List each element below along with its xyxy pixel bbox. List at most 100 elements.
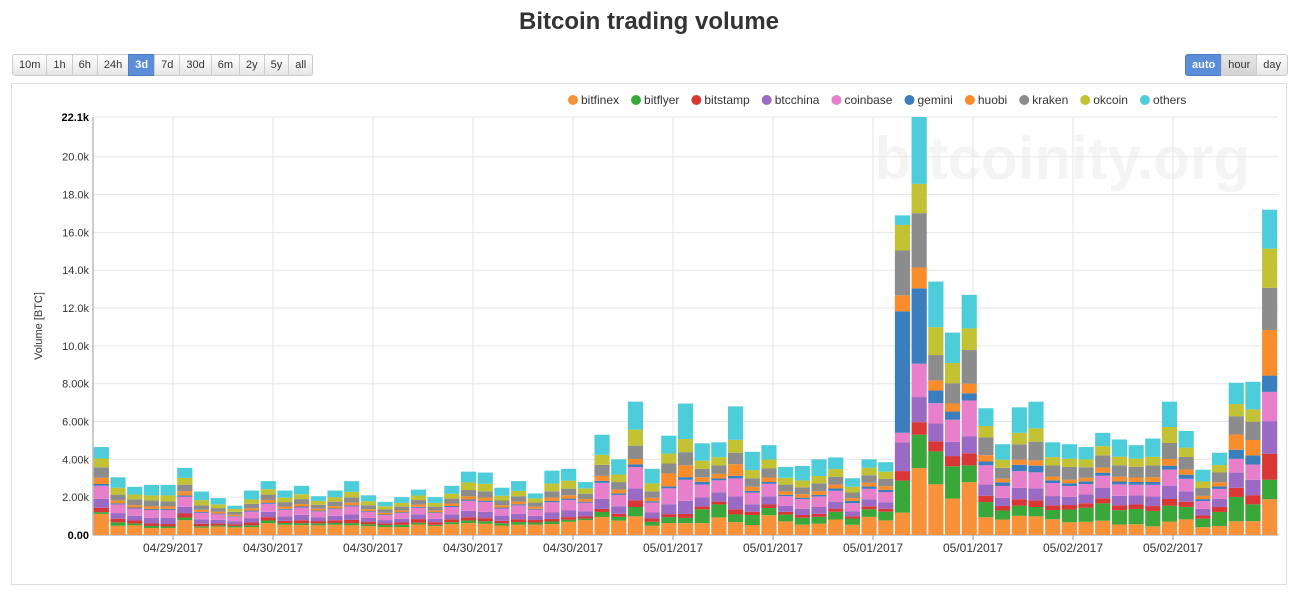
bar-segment-kraken [694, 468, 710, 478]
bar-segment-bitfinex [444, 524, 460, 535]
bar-segment-bitflyer [143, 525, 160, 528]
bar-segment-btcchina [277, 516, 293, 521]
bar-segment-others [1262, 209, 1278, 249]
bar-segment-coinbase [394, 513, 410, 519]
range-button-1h[interactable]: 1h [46, 54, 73, 76]
legend-item-btcchina[interactable]: btcchina [761, 93, 820, 107]
range-button-2y[interactable]: 2y [239, 54, 265, 76]
bar-stack [961, 294, 977, 535]
range-button-6h[interactable]: 6h [71, 54, 98, 76]
granularity-button-auto[interactable]: auto [1184, 54, 1223, 76]
bar-segment-coinbase [477, 501, 493, 512]
legend-marker [568, 95, 578, 105]
bar-segment-huobi [127, 505, 143, 508]
bar-segment-bitfinex [861, 516, 877, 535]
bar-segment-bitstamp [1228, 487, 1244, 497]
bar-segment-others [677, 403, 694, 440]
bar-segment-bitstamp [577, 516, 593, 519]
bar-segment-bitfinex [260, 523, 276, 535]
legend-item-kraken[interactable]: kraken [1019, 93, 1068, 107]
bar-segment-btcchina [444, 514, 460, 520]
legend-item-bitstamp[interactable]: bitstamp [691, 93, 750, 107]
x-tick-label: 04/30/2017 [243, 541, 303, 555]
bar-segment-kraken [160, 501, 176, 507]
range-button-3d[interactable]: 3d [128, 54, 156, 76]
bar-stack [344, 481, 360, 535]
bar-segment-okcoin [193, 500, 210, 506]
bar-stack [1178, 430, 1194, 535]
bar-segment-gemini [961, 393, 977, 401]
bar-segment-others [744, 451, 760, 471]
legend-item-others[interactable]: others [1139, 93, 1186, 107]
range-button-30d[interactable]: 30d [179, 54, 212, 76]
bar-segment-huobi [177, 491, 193, 496]
legend-item-gemini[interactable]: gemini [904, 93, 953, 107]
bar-segment-bitfinex [995, 519, 1011, 535]
bar-segment-kraken [1128, 466, 1144, 478]
bar-stack [577, 482, 593, 535]
bar-stack [1262, 209, 1278, 535]
bar-segment-gemini [377, 514, 393, 516]
range-button-6m[interactable]: 6m [210, 54, 240, 76]
legend-item-huobi[interactable]: huobi [964, 93, 1007, 107]
bar-segment-okcoin [1145, 456, 1161, 466]
legend-item-bitfinex[interactable]: bitfinex [568, 93, 619, 107]
legend-label: okcoin [1093, 93, 1128, 107]
y-tick-label: 2.00k [62, 492, 89, 504]
bar-segment-others [427, 497, 443, 503]
bar-segment-gemini [1245, 455, 1261, 465]
bar-segment-bitstamp [644, 518, 660, 522]
bar-stack [444, 485, 460, 535]
bar-stack [828, 457, 844, 535]
bar-segment-gemini [177, 495, 193, 497]
bar-segment-bitfinex [160, 527, 176, 535]
bar-segment-huobi [761, 477, 777, 482]
legend-item-coinbase[interactable]: coinbase [831, 93, 893, 107]
bar-segment-bitfinex [844, 524, 860, 535]
bar-stack [110, 477, 126, 535]
range-button-5y[interactable]: 5y [263, 54, 290, 76]
bar-segment-bitflyer [1195, 518, 1211, 528]
bar-segment-bitflyer [894, 480, 911, 513]
bar-segment-okcoin [878, 471, 894, 479]
bar-segment-btcchina [460, 510, 477, 518]
bar-segment-bitfinex [427, 525, 443, 535]
bar-segment-btcchina [828, 501, 844, 509]
bar-segment-bitstamp [277, 520, 293, 523]
bar-segment-kraken [444, 498, 460, 504]
bar-segment-gemini [861, 486, 877, 489]
y-tick-label: 4.00k [62, 454, 89, 466]
range-button-24h[interactable]: 24h [96, 54, 130, 76]
bar-segment-bitstamp [711, 501, 727, 505]
bar-segment-bitflyer [1028, 506, 1044, 517]
bar-segment-huobi [794, 494, 810, 498]
granularity-button-day[interactable]: day [1256, 54, 1288, 76]
legend-item-bitflyer[interactable]: bitflyer [631, 93, 679, 107]
bar-stack [644, 468, 660, 535]
bar-segment-huobi [360, 509, 376, 512]
bar-segment-gemini [1145, 481, 1161, 485]
bar-segment-huobi [894, 295, 911, 312]
range-button-10m[interactable]: 10m [12, 54, 48, 76]
bar-segment-huobi [93, 477, 109, 484]
bar-stack [477, 472, 493, 535]
range-button-7d[interactable]: 7d [154, 54, 181, 76]
range-button-all[interactable]: all [288, 54, 314, 76]
bar-segment-gemini [995, 482, 1011, 486]
bar-segment-bitstamp [460, 517, 477, 521]
bar-segment-bitfinex [911, 468, 927, 535]
bar-segment-huobi [1178, 469, 1194, 475]
bar-segment-kraken [394, 506, 410, 511]
bar-segment-bitstamp [93, 507, 109, 513]
bar-segment-coinbase [1045, 483, 1061, 497]
bar-segment-others [844, 478, 860, 487]
bar-segment-gemini [110, 503, 126, 505]
legend-item-okcoin[interactable]: okcoin [1080, 93, 1128, 107]
granularity-button-hour[interactable]: hour [1221, 54, 1258, 76]
bar-segment-gemini [93, 483, 109, 486]
y-tick-label: 22.1k [61, 112, 89, 124]
bar-segment-bitstamp [127, 520, 143, 524]
bar-segment-okcoin [928, 327, 944, 356]
bar-segment-kraken [143, 500, 160, 507]
bar-segment-bitflyer [1045, 509, 1061, 520]
